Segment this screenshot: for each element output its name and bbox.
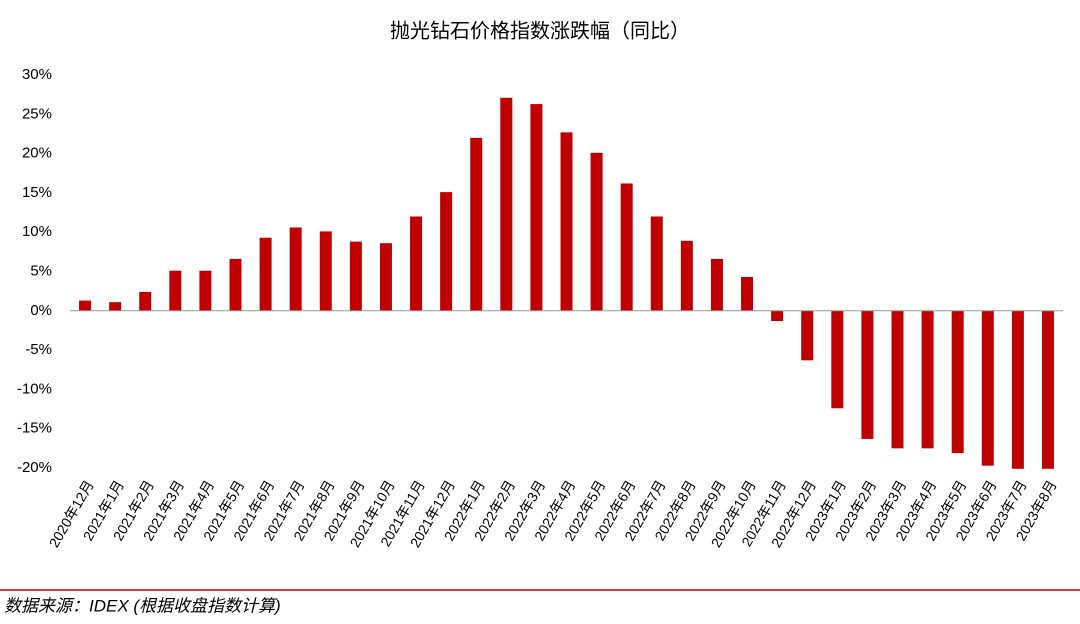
y-tick-label: 0% [30,302,52,319]
y-tick-label: -10% [17,380,52,397]
source-note: 数据来源：IDEX (根据收盘指数计算) [4,596,281,615]
bar [560,132,573,311]
bar [921,310,934,449]
bar [741,277,754,311]
y-tick-label: 30% [22,66,52,83]
bar [319,231,332,311]
bar [981,310,994,466]
y-tick-label: 10% [22,223,52,240]
bar [259,237,272,311]
y-tick-label: -20% [17,459,52,476]
bar [379,243,392,311]
y-tick-label: 25% [22,105,52,122]
bar [410,216,423,311]
bar [620,183,633,311]
bar [650,216,663,311]
bar [229,258,242,311]
bar [831,310,844,409]
bar [680,240,693,311]
y-tick-label: 20% [22,145,52,162]
bar [951,310,964,454]
bar [139,291,152,311]
chart-title: 抛光钻石价格指数涨跌幅（同比） [390,19,690,42]
bar [1011,310,1024,469]
bar [530,104,543,311]
bar [500,97,513,311]
bar [801,310,814,361]
bar [590,152,603,311]
bar [109,302,122,311]
bar [470,137,483,311]
y-tick-label: 15% [22,184,52,201]
y-tick-label: -5% [25,341,52,358]
bar [710,258,723,311]
bar [440,192,453,311]
bar [1041,310,1054,469]
bar [891,310,904,449]
bar [199,270,212,311]
bar [289,227,302,311]
bar [169,270,182,311]
bar [771,310,784,322]
bar [79,300,92,311]
bar [349,241,362,311]
y-tick-label: 5% [30,262,52,279]
bar [861,310,874,439]
y-tick-label: -15% [17,420,52,437]
